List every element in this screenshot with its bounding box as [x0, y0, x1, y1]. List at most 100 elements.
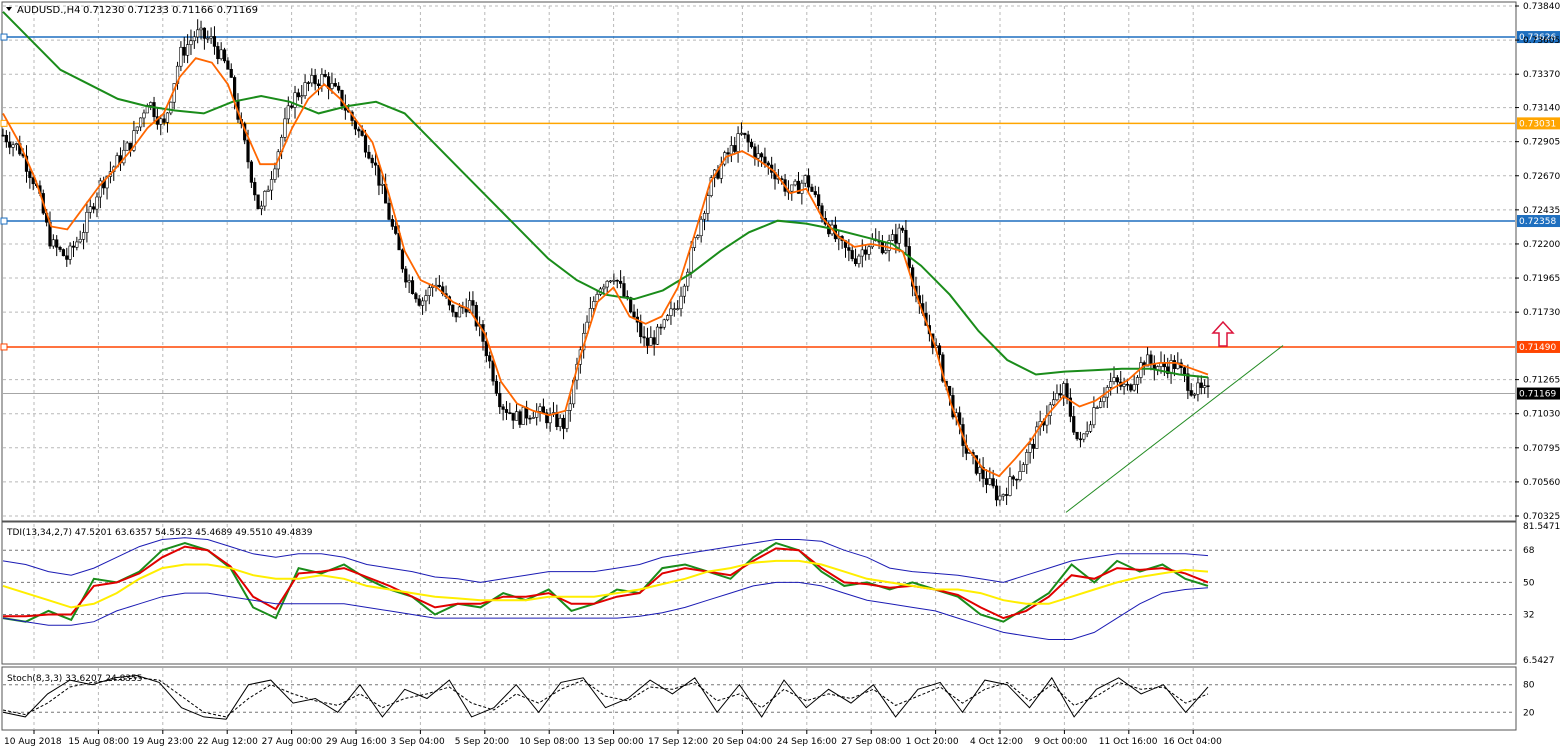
price-pane — [1, 1, 1517, 522]
dropdown-triangle-icon[interactable] — [6, 7, 12, 11]
candle-body — [165, 112, 170, 123]
y-tick-label: 0.73140 — [1523, 104, 1560, 114]
candle-body — [649, 337, 653, 346]
candle-body — [880, 241, 885, 254]
candle-body — [1031, 443, 1036, 449]
candle-body — [1129, 384, 1133, 391]
trendline — [1065, 345, 1284, 513]
candle-body — [665, 315, 670, 321]
candle-body — [991, 478, 995, 487]
candle-body — [501, 406, 505, 410]
candle-body — [796, 180, 801, 194]
candle-body — [806, 175, 811, 188]
stoch-pane — [1, 666, 1517, 731]
candle-body — [1068, 397, 1072, 417]
candle-body — [81, 232, 86, 240]
candle-body — [504, 409, 509, 413]
candle-body — [629, 297, 633, 313]
candle-body — [149, 102, 153, 106]
candle-body — [984, 478, 989, 485]
candle-body — [219, 49, 223, 60]
candle-body — [1122, 383, 1126, 387]
x-tick-label: 24 Sep 16:00 — [777, 737, 837, 747]
tdi-series-line — [2, 537, 1209, 583]
candle-body — [75, 241, 79, 248]
candle-body — [222, 49, 227, 62]
candle-body — [592, 301, 596, 309]
candle-body — [474, 305, 478, 327]
x-tick-label: 15 Aug 08:00 — [68, 737, 129, 747]
level-price-label: 0.73031 — [1519, 119, 1556, 129]
candle-body — [357, 128, 361, 132]
candle-body — [1192, 393, 1197, 396]
candle-body — [488, 355, 492, 362]
candle-body — [1092, 407, 1096, 426]
candle-body — [1025, 452, 1029, 465]
candle-body — [400, 249, 405, 270]
candle-body — [870, 238, 874, 248]
y-tick-label: 0.72200 — [1523, 240, 1560, 250]
grid-lines — [3, 5, 1515, 729]
candle-body — [1078, 438, 1083, 441]
candle-body — [1015, 478, 1019, 481]
horizontal-levels[interactable]: 0.73626 0.73031 0.72358 0.71490 0.71169 — [0, 31, 1560, 400]
candle-body — [4, 134, 8, 143]
candle-body — [293, 92, 297, 108]
candle-body — [367, 151, 371, 159]
candle-body — [256, 194, 260, 210]
x-tick-label: 27 Sep 08:00 — [841, 737, 901, 747]
candle-body — [313, 75, 317, 85]
y-tick-label: 0.73370 — [1523, 70, 1560, 80]
candle-body — [337, 85, 341, 91]
candle-body — [1001, 494, 1005, 497]
candle-body — [269, 179, 274, 191]
candle-body — [192, 36, 196, 42]
candle-body — [404, 268, 408, 283]
x-tick-label: 17 Sep 12:00 — [648, 737, 708, 747]
candle-body — [988, 478, 992, 485]
candle-body — [645, 337, 650, 346]
candle-body — [226, 60, 230, 70]
level-price-tag — [1517, 215, 1560, 228]
stoch-lines — [2, 674, 1209, 720]
candle-body — [1088, 424, 1093, 432]
candle-body — [749, 141, 754, 148]
candle-body — [380, 183, 384, 186]
candle-body — [514, 411, 519, 421]
y-tick-label: 0.70795 — [1523, 444, 1560, 454]
candle-body — [676, 308, 680, 310]
candle-body — [491, 360, 495, 382]
candle-body — [890, 234, 895, 241]
candle-body — [363, 135, 368, 153]
current-price-label: 0.71169 — [1519, 390, 1556, 400]
tdi-y-tick-label: 32 — [1523, 611, 1534, 621]
candle-body — [793, 180, 797, 186]
candle-body — [1018, 471, 1022, 481]
candle-body — [152, 102, 156, 118]
candle-body — [847, 247, 851, 251]
candle-body — [330, 83, 334, 89]
x-tick-label: 13 Sep 00:00 — [584, 737, 644, 747]
candle-body — [263, 191, 267, 207]
candle-body — [196, 29, 200, 38]
candle-body — [179, 46, 183, 67]
candle-body — [427, 287, 431, 296]
y-tick-label: 0.70325 — [1523, 512, 1560, 522]
candle-body — [199, 27, 203, 31]
tdi-y-tick-label: 68 — [1523, 546, 1535, 556]
y-tick-label: 0.73605 — [1523, 36, 1560, 46]
candle-body — [162, 118, 166, 123]
candle-body — [545, 412, 549, 424]
level-price-label: 0.71490 — [1519, 343, 1556, 353]
candle-body — [216, 46, 220, 60]
candle-body — [813, 191, 817, 195]
candle-body — [420, 300, 425, 306]
x-tick-label: 4 Oct 12:00 — [970, 737, 1023, 747]
candle-body — [1145, 354, 1150, 367]
y-tick-label: 0.72670 — [1523, 172, 1560, 182]
candle-body — [508, 412, 512, 414]
candle-body — [142, 112, 146, 119]
candle-body — [639, 321, 643, 338]
